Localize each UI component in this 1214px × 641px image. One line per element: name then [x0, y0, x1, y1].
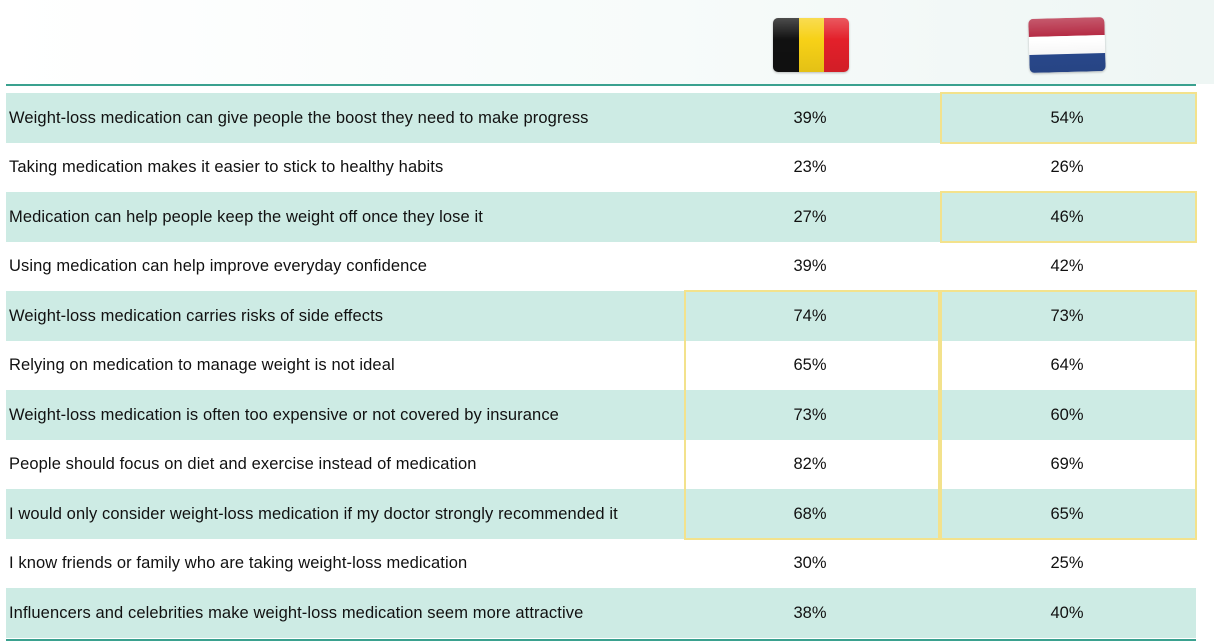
table-row: Influencers and celebrities make weight-… [6, 588, 1196, 638]
belgium-value: 27% [793, 207, 827, 226]
statement-label: Weight-loss medication can give people t… [9, 108, 589, 127]
table-row: I know friends or family who are taking … [6, 541, 1196, 586]
belgium-flag-icon [773, 18, 849, 72]
statement-label: Influencers and celebrities make weight-… [9, 603, 584, 622]
table-row: Weight-loss medication can give people t… [6, 93, 1196, 143]
statement-label: Relying on medication to manage weight i… [9, 356, 395, 374]
table-row: Weight-loss medication is often too expe… [6, 390, 1196, 440]
netherlands-value: 64% [1050, 356, 1084, 374]
belgium-value: 38% [793, 603, 827, 622]
belgium-value: 73% [793, 405, 827, 424]
statement-label: Weight-loss medication carries risks of … [9, 306, 384, 325]
belgium-value: 39% [793, 108, 827, 127]
netherlands-value: 73% [1050, 306, 1084, 325]
statement-label: People should focus on diet and exercise… [9, 455, 477, 473]
netherlands-value: 42% [1050, 257, 1084, 275]
table-row: People should focus on diet and exercise… [6, 442, 1196, 487]
netherlands-value: 26% [1050, 158, 1084, 176]
netherlands-value: 65% [1050, 504, 1084, 523]
netherlands-value: 25% [1050, 554, 1084, 572]
netherlands-value: 54% [1050, 108, 1084, 127]
netherlands-value: 46% [1050, 207, 1084, 226]
statement-label: Weight-loss medication is often too expe… [9, 405, 559, 424]
netherlands-value: 60% [1050, 405, 1084, 424]
belgium-value: 30% [793, 554, 827, 572]
table-row: Weight-loss medication carries risks of … [6, 291, 1196, 341]
statement-label: I would only consider weight-loss medica… [9, 504, 618, 523]
netherlands-flag-icon [1028, 17, 1106, 73]
table-row: I would only consider weight-loss medica… [6, 489, 1196, 539]
belgium-value: 65% [793, 356, 827, 374]
netherlands-value: 69% [1050, 455, 1084, 473]
table-row: Using medication can help improve everyd… [6, 244, 1196, 289]
header-band [0, 0, 1214, 84]
belgium-value: 39% [793, 257, 827, 275]
statement-label: I know friends or family who are taking … [9, 554, 468, 572]
belgium-value: 74% [793, 306, 827, 325]
table-row: Medication can help people keep the weig… [6, 192, 1196, 242]
table-row: Taking medication makes it easier to sti… [6, 145, 1196, 190]
statement-label: Taking medication makes it easier to sti… [9, 158, 444, 176]
table-top-rule [6, 84, 1196, 86]
belgium-value: 82% [793, 455, 827, 473]
table-row: Relying on medication to manage weight i… [6, 343, 1196, 388]
belgium-value: 68% [793, 504, 827, 523]
netherlands-value: 40% [1050, 603, 1084, 622]
statement-label: Medication can help people keep the weig… [9, 207, 483, 226]
statement-label: Using medication can help improve everyd… [9, 257, 428, 275]
belgium-value: 23% [793, 158, 827, 176]
